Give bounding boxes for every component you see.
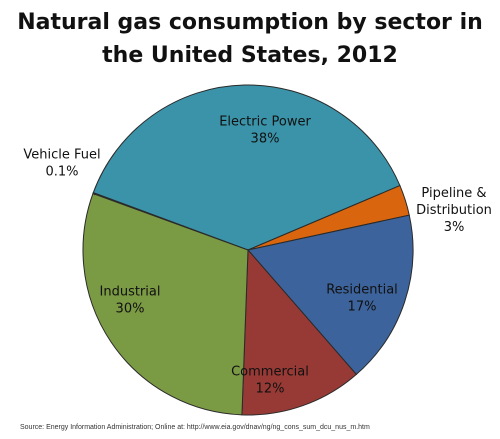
pie-label-pipeline-distribution-line-1: Pipeline & [421, 186, 486, 201]
pie-label-pipeline-distribution: Pipeline & Distribution 3% [416, 186, 492, 235]
pie-label-industrial-line-2: 30% [116, 302, 145, 317]
chart-title-line-1: Natural gas consumption by sector in [17, 10, 483, 35]
pie-label-residential-line-2: 17% [348, 300, 377, 315]
pie-label-industrial-line-1: Industrial [100, 285, 161, 300]
pie-label-electric-power: Electric Power 38% [219, 115, 311, 147]
pie-label-commercial: Commercial 12% [231, 365, 309, 397]
pie-slice-residential [247, 214, 414, 376]
chart-title-line-2: the United States, 2012 [102, 43, 398, 68]
pie-label-pipeline-distribution-line-2: Distribution [416, 203, 492, 218]
pie-label-electric-power-line-2: 38% [251, 132, 280, 147]
pie-label-commercial-line-1: Commercial [231, 365, 309, 380]
pie-label-commercial-line-2: 12% [256, 382, 285, 397]
pie-label-vehicle-fuel-line-1: Vehicle Fuel [23, 148, 100, 163]
pie-labels: Vehicle Fuel 0.1% Electric Power 38% Pipelin… [23, 115, 492, 397]
pie-label-residential-line-1: Residential [326, 283, 398, 298]
pie-slice-commercial [241, 248, 358, 416]
pie-label-industrial: Industrial 30% [100, 285, 161, 317]
pie-label-vehicle-fuel-line-2: 0.1% [45, 165, 78, 180]
source-note: Source: Energy Information Administratio… [20, 424, 370, 431]
vehicle-fuel-marker [92, 192, 96, 196]
pie-label-pipeline-distribution-line-3: 3% [444, 220, 465, 235]
pie-label-vehicle-fuel: Vehicle Fuel 0.1% [23, 148, 100, 180]
pie-slices [82, 84, 414, 416]
pie-slice-industrial [82, 192, 249, 416]
pie-slice-electric-power [92, 84, 401, 251]
pie-label-residential: Residential 17% [326, 283, 398, 315]
pie-label-electric-power-line-1: Electric Power [219, 115, 311, 130]
